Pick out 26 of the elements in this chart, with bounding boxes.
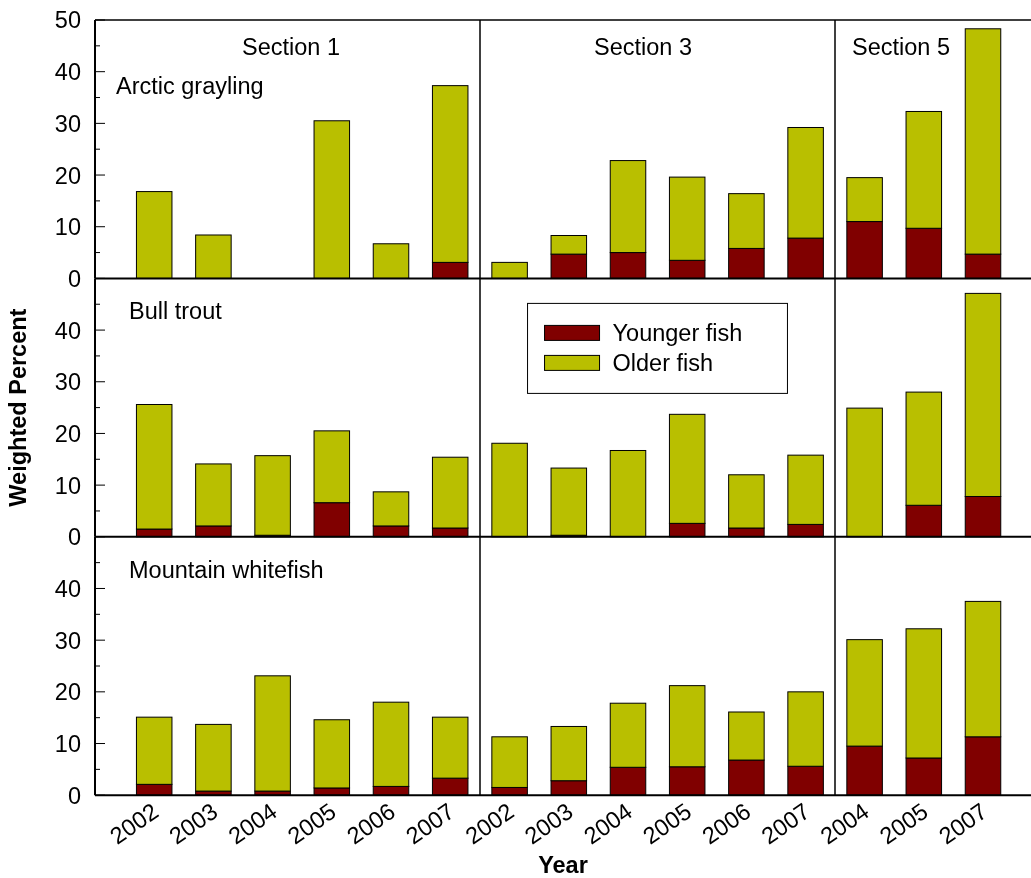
text: Section 3 [594,34,692,60]
y-tick-label: 40 [54,59,81,86]
x-axis-title: Year [538,852,588,878]
y-tick-label: 40 [54,317,81,344]
y-tick-label: 20 [54,679,81,706]
y-tick-label: 40 [54,575,81,602]
y-tick-label: 10 [54,472,81,499]
text: Section 1 [242,34,340,60]
legend-label: Younger fish [612,320,743,347]
y-tick-label: 0 [67,265,81,292]
y-tick-label: 50 [54,7,81,34]
y-tick-label: 30 [54,110,81,137]
text: Bull trout [129,298,223,325]
y-tick-label: 30 [54,369,81,396]
y-axis-title: Weighted Percent [5,308,31,507]
y-tick-label: 20 [54,420,81,447]
y-tick-label: 10 [54,214,81,241]
text: Mountain whitefish [129,556,324,583]
y-tick-label: 0 [67,524,81,551]
y-tick-label: 20 [54,162,81,189]
text: Arctic grayling [116,73,264,99]
text: Section 5 [852,34,950,60]
y-tick-label: 0 [67,782,81,809]
legend-label: Older fish [612,350,714,377]
y-tick-label: 10 [54,730,81,757]
y-tick-label: 30 [54,627,81,654]
